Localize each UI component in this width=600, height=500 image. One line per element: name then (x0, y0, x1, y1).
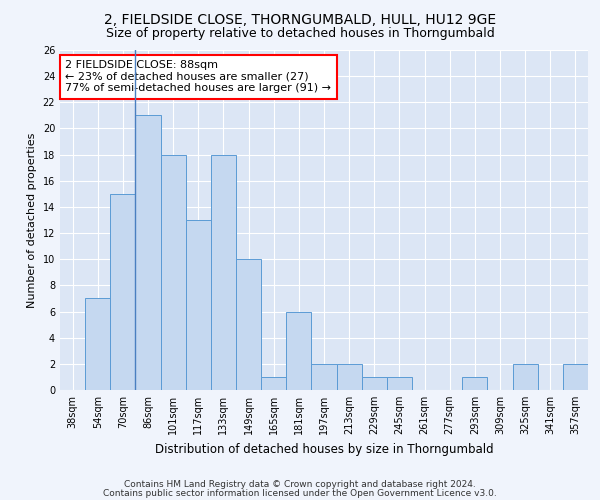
Text: Contains HM Land Registry data © Crown copyright and database right 2024.: Contains HM Land Registry data © Crown c… (124, 480, 476, 489)
Bar (186, 220, 211, 390)
Bar (462, 377, 487, 390)
Bar (236, 259, 261, 390)
Text: Size of property relative to detached houses in Thorngumbald: Size of property relative to detached ho… (106, 28, 494, 40)
Text: 2 FIELDSIDE CLOSE: 88sqm
← 23% of detached houses are smaller (27)
77% of semi-d: 2 FIELDSIDE CLOSE: 88sqm ← 23% of detach… (65, 60, 331, 94)
Bar (211, 154, 236, 390)
Bar (311, 364, 337, 390)
Bar (261, 377, 286, 390)
Bar (286, 312, 311, 390)
Text: Contains public sector information licensed under the Open Government Licence v3: Contains public sector information licen… (103, 488, 497, 498)
Bar (85, 298, 110, 390)
Y-axis label: Number of detached properties: Number of detached properties (27, 132, 37, 308)
Text: 2, FIELDSIDE CLOSE, THORNGUMBALD, HULL, HU12 9GE: 2, FIELDSIDE CLOSE, THORNGUMBALD, HULL, … (104, 12, 496, 26)
Bar (512, 364, 538, 390)
Bar (161, 154, 186, 390)
Bar (110, 194, 136, 390)
Bar (362, 377, 387, 390)
X-axis label: Distribution of detached houses by size in Thorngumbald: Distribution of detached houses by size … (155, 442, 493, 456)
Bar (387, 377, 412, 390)
Bar (563, 364, 588, 390)
Bar (337, 364, 362, 390)
Bar (136, 116, 161, 390)
